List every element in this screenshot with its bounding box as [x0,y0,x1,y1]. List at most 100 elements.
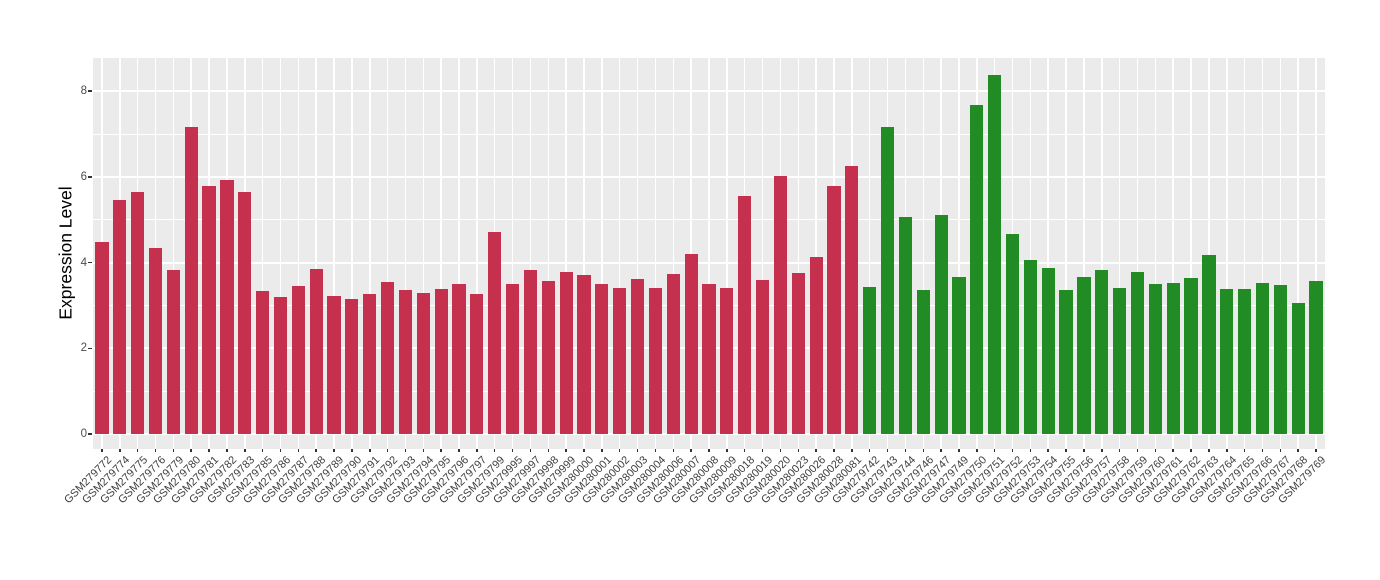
gridline-vertical [1136,58,1139,449]
bar-GSM280019 [755,279,770,434]
x-tick-mark [940,449,942,452]
x-tick-mark [583,449,585,452]
gridline-vertical [404,58,407,449]
gridline-vertical [601,58,603,449]
bar-GSM279766 [1255,282,1270,434]
bar-GSM279774 [113,200,127,434]
gridline-vertical [172,58,175,449]
x-tick-mark [1208,449,1210,452]
gridline-vertical [565,58,567,449]
x-tick-mark [476,449,478,452]
bar-GSM279769 [1309,280,1323,434]
gridline-vertical [797,58,800,449]
bar-GSM279747 [934,214,948,434]
bar-GSM279754 [1041,268,1055,434]
plot-panel [93,58,1325,449]
x-tick-mark [119,449,121,452]
bar-GSM279786 [273,296,288,434]
gridline-vertical [297,58,300,449]
bar-GSM279997 [523,269,538,434]
x-tick-mark [1029,449,1032,452]
bar-GSM280081 [845,165,859,434]
y-tick-label-0: 0 [80,428,87,440]
gridline-vertical [618,58,621,449]
x-tick-mark [1243,449,1246,452]
y-tick-mark [88,433,92,435]
bar-GSM279780 [184,126,198,434]
bar-GSM279743 [880,127,895,434]
gridline-vertical [1172,58,1174,449]
x-tick-mark [1297,449,1299,452]
x-tick-mark [261,449,264,452]
bar-GSM279759 [1130,272,1145,434]
bar-GSM279790 [345,299,359,434]
gridline-vertical [333,58,335,449]
gridline-vertical [1261,58,1264,449]
bar-GSM279794 [416,293,430,434]
x-tick-mark [440,449,442,452]
x-tick-mark [1279,449,1282,452]
gridline-vertical [315,58,317,449]
bar-GSM279775 [131,191,145,434]
x-tick-mark [868,449,871,452]
x-tick-mark [190,449,192,452]
gridline-vertical [958,58,960,449]
bar-GSM280006 [666,273,680,434]
x-tick-mark [1190,449,1192,452]
bar-GSM279787 [291,286,305,434]
gridline-vertical [1279,58,1282,449]
x-tick-mark [654,449,657,452]
x-tick-mark [1315,449,1317,452]
bar-GSM279744 [898,217,912,434]
x-tick-mark [386,449,389,452]
y-tick-mark [88,176,92,178]
bar-GSM280018 [738,196,752,434]
gridline-vertical [1226,58,1228,449]
x-tick-mark [208,449,210,452]
gridline-vertical [922,58,924,449]
bar-GSM279795 [434,288,448,434]
bar-GSM280026 [809,256,823,434]
bar-GSM280007 [684,254,698,434]
x-tick-mark [1101,449,1103,452]
x-tick-mark [154,449,157,452]
y-axis-title: Expression Level [55,186,76,320]
x-tick-mark [904,449,907,452]
x-tick-mark [244,449,246,452]
bar-GSM279746 [916,290,930,434]
bar-GSM279999 [559,272,573,434]
gridline-vertical [1029,58,1032,449]
x-tick-mark [136,449,139,452]
x-tick-mark [690,449,692,452]
x-tick-mark [458,449,460,452]
x-tick-mark [1154,449,1157,452]
x-tick-mark [601,449,603,452]
x-tick-mark [351,449,353,452]
gridline-vertical [690,58,692,449]
bar-GSM279792 [381,281,395,434]
bar-GSM279758 [1113,287,1127,434]
gridline-vertical [422,58,425,449]
x-tick-mark [958,449,960,452]
gridline-vertical [1297,58,1299,449]
gridline-vertical [708,58,710,449]
gridline-vertical [672,58,675,449]
gridline-vertical [458,58,460,449]
x-tick-mark [833,449,835,452]
x-tick-mark [886,449,889,452]
x-tick-mark [1118,449,1121,452]
x-tick-mark [1261,449,1264,452]
gridline-vertical [547,58,550,449]
x-tick-mark [226,449,228,452]
bar-GSM280020 [773,175,788,434]
gridline-vertical [1083,58,1085,449]
gridline-vertical [440,58,442,449]
y-tick-mark [88,261,92,264]
bar-GSM279756 [1077,277,1091,434]
bar-GSM279742 [863,286,877,434]
bar-GSM279767 [1273,284,1287,434]
x-tick-mark [1226,449,1228,452]
bar-GSM279789 [327,296,341,434]
bar-GSM279762 [1184,278,1198,434]
